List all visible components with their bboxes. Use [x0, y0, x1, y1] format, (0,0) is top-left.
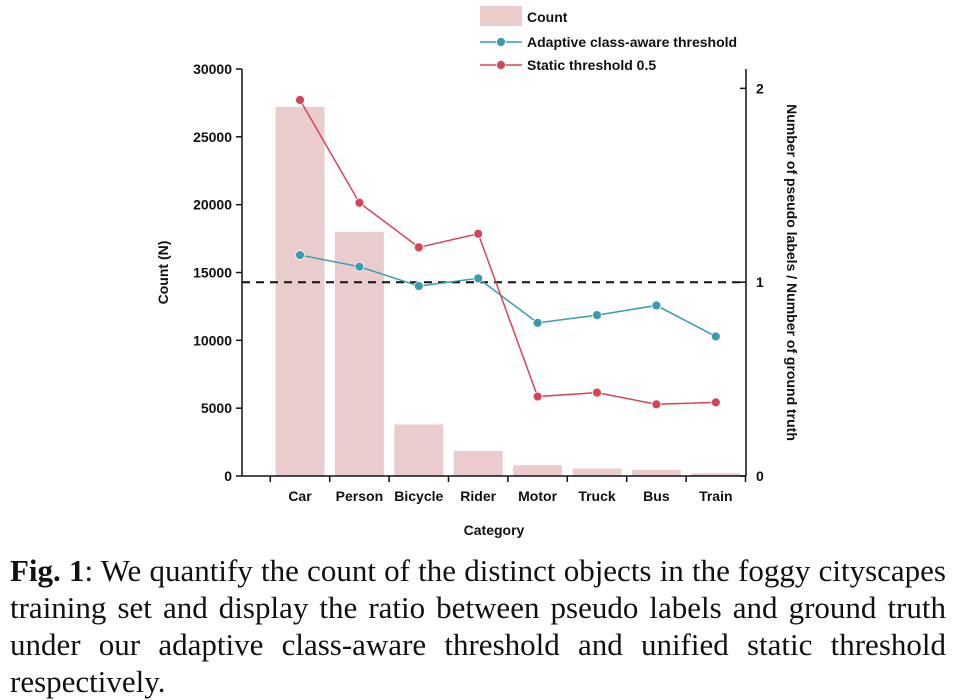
- series-point-adaptive: [413, 281, 424, 291]
- axes: [236, 68, 747, 482]
- series-line-static: [299, 99, 716, 406]
- legend-adaptive-label: Adaptive class-aware threshold: [527, 34, 737, 50]
- count-bar: [453, 450, 503, 476]
- legend-static-label: Static threshold 0.5: [527, 57, 656, 73]
- series-point-adaptive: [651, 300, 662, 311]
- count-bar: [394, 424, 444, 476]
- left-y-tick-label: 15000: [193, 265, 232, 281]
- series-point-static: [651, 399, 662, 410]
- series-point-static: [710, 397, 721, 408]
- count-bar: [572, 468, 622, 476]
- series-point-static: [532, 391, 543, 402]
- left-y-tick-label: 25000: [193, 129, 232, 145]
- left-y-tick-label: 0: [224, 468, 232, 484]
- x-tick-label: Train: [699, 488, 732, 504]
- series-line-adaptive: [299, 254, 717, 338]
- series-point-static: [592, 387, 602, 398]
- count-bar: [513, 465, 563, 476]
- ratio-lines: [295, 95, 721, 410]
- left-y-tick-label: 10000: [193, 332, 232, 348]
- right-y-tick-label: 1: [756, 274, 764, 290]
- x-tick-label: Rider: [460, 488, 496, 504]
- legend-count-label: Count: [527, 9, 568, 25]
- x-tick-label: Car: [288, 488, 312, 504]
- count-bar: [691, 473, 741, 476]
- count-bar: [275, 106, 325, 476]
- figure-caption: Fig. 1: We quantify the count of the dis…: [10, 552, 946, 700]
- left-y-axis-title: Count (N): [155, 241, 171, 305]
- right-y-tick-label: 0: [756, 468, 764, 484]
- legend-count-swatch: [480, 6, 522, 26]
- caption-text: : We quantify the count of the distinct …: [10, 553, 946, 699]
- left-y-tick-label: 20000: [193, 197, 232, 213]
- series-point-adaptive: [473, 273, 484, 284]
- series-point-adaptive: [532, 317, 543, 328]
- left-y-tick-label: 30000: [193, 61, 232, 77]
- count-bar: [631, 469, 681, 476]
- x-tick-label: Person: [336, 488, 383, 504]
- tick-labels: 0 5000 10000 15000 20000 25000 30000 0 1 2 Car Pers…: [193, 61, 764, 504]
- right-y-axis-title: Number of pseudo labels / Number of grou…: [784, 104, 800, 441]
- right-y-tick-label: 2: [756, 80, 764, 96]
- x-axis-title: Category: [464, 522, 525, 538]
- series-point-adaptive: [710, 331, 721, 342]
- series-point-static: [354, 197, 365, 208]
- legend-static-marker: [496, 60, 506, 70]
- series-point-adaptive: [295, 250, 305, 260]
- series-point-adaptive: [354, 261, 365, 272]
- x-tick-label: Motor: [518, 488, 557, 504]
- series-point-static: [413, 242, 424, 253]
- series-point-adaptive: [592, 310, 602, 321]
- chart: 0 5000 10000 15000 20000 25000 30000 0 1 2 Car Pers…: [155, 6, 800, 538]
- legend-adaptive-marker: [496, 37, 506, 47]
- series-point-static: [473, 228, 484, 239]
- left-y-tick-label: 5000: [201, 400, 232, 416]
- legend: Count Adaptive class-aware threshold Sta…: [480, 6, 737, 73]
- x-tick-label: Bus: [643, 488, 670, 504]
- count-bars: [275, 106, 741, 476]
- x-tick-label: Truck: [578, 488, 616, 504]
- figure-label: Fig. 1: [10, 553, 85, 588]
- x-tick-label: Bicycle: [394, 488, 443, 504]
- series-point-static: [295, 95, 305, 105]
